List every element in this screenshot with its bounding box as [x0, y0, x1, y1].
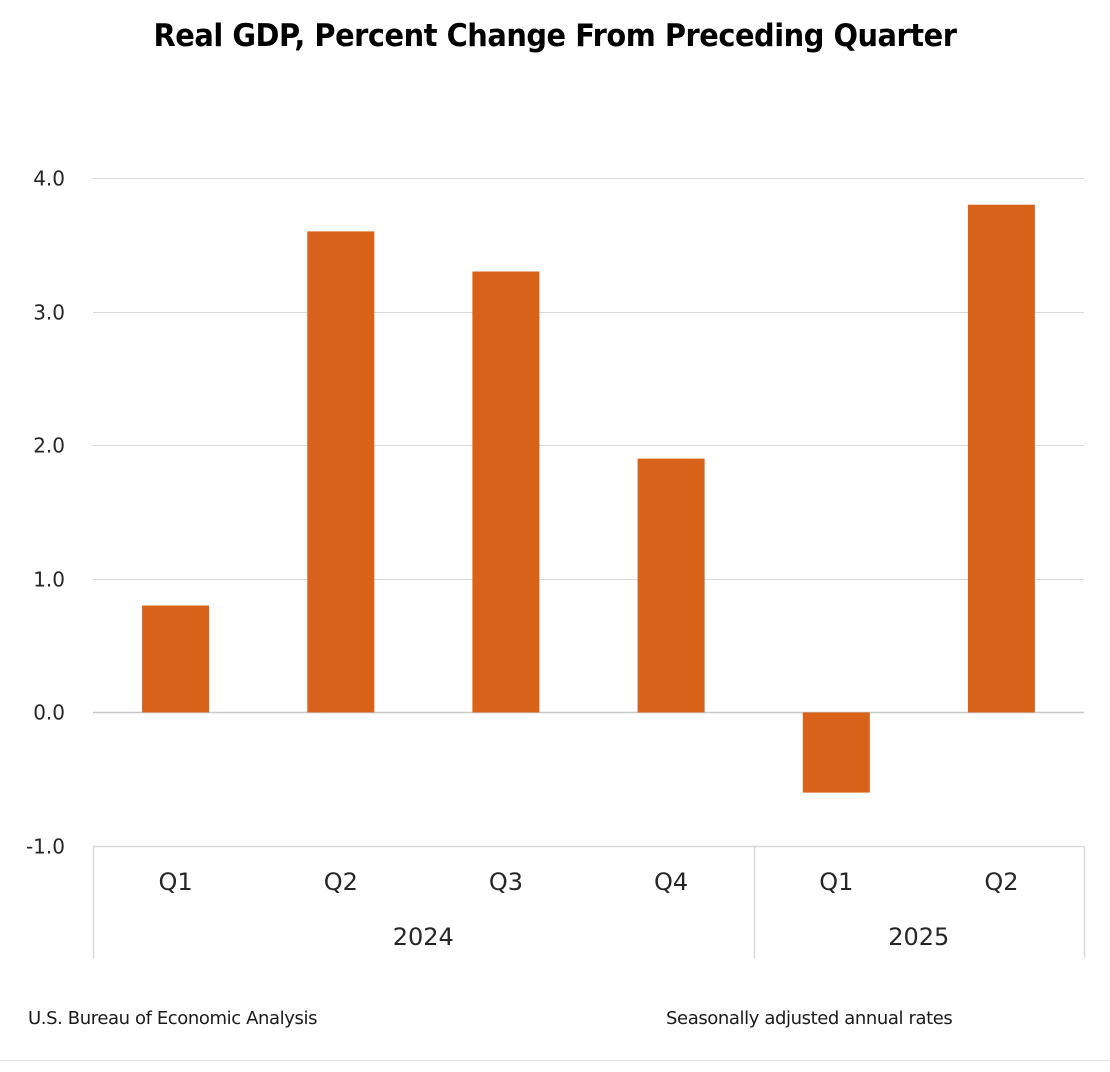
x-tick-label: Q2 [324, 868, 358, 896]
y-tick-label: -1.0 [26, 835, 65, 859]
bar [967, 204, 1035, 713]
source-note: U.S. Bureau of Economic Analysis [28, 1008, 318, 1029]
y-tick-label: 4.0 [33, 167, 65, 191]
bar [472, 271, 540, 713]
y-axis-tick-labels: 4.0 3.0 2.0 1.0 0.0 -1.0 [26, 167, 65, 859]
x-tick-label: Q4 [654, 868, 688, 896]
x-axis: Q1 Q2 Q3 Q4 Q1 Q2 2024 2025 [92, 845, 1086, 958]
bar [637, 458, 705, 713]
bars [142, 204, 1035, 793]
x-group-label: 2025 [888, 923, 949, 951]
x-tick-label: Q2 [984, 868, 1018, 896]
x-group-label: 2024 [393, 923, 454, 951]
bottom-divider [0, 1060, 1110, 1061]
x-tick-label: Q1 [159, 868, 193, 896]
x-tick-label: Q3 [489, 868, 523, 896]
y-tick-label: 1.0 [33, 568, 65, 592]
y-tick-label: 3.0 [33, 301, 65, 325]
chart-title: Real GDP, Percent Change From Preceding … [153, 18, 957, 54]
bar [307, 231, 375, 713]
seasonal-adjustment-note: Seasonally adjusted annual rates [666, 1008, 953, 1029]
bar [142, 605, 210, 713]
bar [802, 712, 870, 793]
y-tick-label: 0.0 [33, 701, 65, 725]
gridlines [93, 178, 1084, 714]
y-tick-label: 2.0 [33, 434, 65, 458]
x-tick-label: Q1 [819, 868, 853, 896]
